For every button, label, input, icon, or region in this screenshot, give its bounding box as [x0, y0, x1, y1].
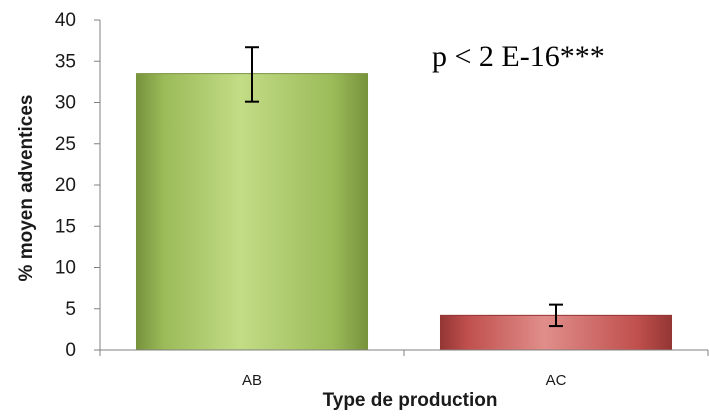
y-tick-label: 20	[55, 175, 76, 196]
error-bar-ac	[549, 303, 563, 328]
y-tick-label: 30	[55, 93, 76, 114]
labels-layer: AB AC 0 5 10 15 20 25 30 35 40	[55, 10, 567, 389]
error-bars-layer	[245, 46, 563, 328]
y-tick-label: 10	[55, 258, 76, 279]
x-tick-label-ab: AB	[242, 372, 262, 389]
bar-ab	[135, 73, 369, 351]
axes-layer	[94, 19, 709, 356]
p-value-annotation: p < 2 E-16***	[432, 40, 605, 73]
y-axis-title: % moyen adventices	[16, 95, 37, 282]
bars-layer	[135, 73, 673, 351]
y-tick-label: 40	[55, 10, 76, 31]
y-tick-label: 35	[55, 51, 76, 72]
error-bar-ab	[245, 46, 259, 103]
y-tick-label: 0	[65, 340, 76, 361]
y-tick-label: 5	[65, 299, 76, 320]
y-tick-label: 15	[55, 216, 76, 237]
y-tick-label: 25	[55, 134, 76, 155]
x-axis-title: Type de production	[323, 390, 498, 411]
x-tick-label-ac: AC	[546, 372, 567, 389]
